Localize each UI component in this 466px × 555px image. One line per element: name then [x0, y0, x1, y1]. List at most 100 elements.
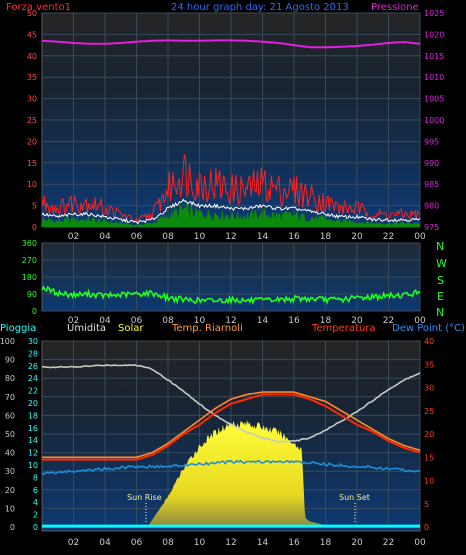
- temperature-tick-label: 10: [424, 477, 434, 486]
- pressure-tick-label: 995: [424, 137, 439, 146]
- x-tick-label: 18: [320, 538, 332, 548]
- rain-tick-label: 60: [5, 411, 15, 420]
- x-tick-label: 10: [194, 232, 206, 242]
- wind-tick-label: 5: [32, 202, 37, 211]
- legend-solar: Solar: [118, 323, 144, 334]
- rain-tick-label: 30: [5, 467, 15, 476]
- compass-n-bottom: N: [436, 306, 444, 319]
- humidity-tick-label: 18: [28, 411, 38, 420]
- x-tick-label: 12: [225, 232, 236, 242]
- direction-tick-label: 0: [32, 307, 37, 316]
- wind-tick-label: 10: [27, 180, 37, 189]
- temperature-tick-label: 30: [424, 384, 434, 393]
- wind-tick-label: 45: [27, 30, 37, 39]
- pressure-tick-label: 1000: [424, 116, 444, 125]
- x-tick-label: 02: [68, 316, 79, 326]
- direction-tick-label: 270: [22, 256, 37, 265]
- humidity-tick-label: 2: [33, 511, 38, 520]
- x-tick-label: 12: [225, 538, 236, 548]
- wind-tick-label: 40: [27, 52, 37, 61]
- humidity-tick-label: 14: [28, 436, 38, 445]
- pressure-tick-label: 1020: [424, 30, 444, 39]
- x-tick-label: 22: [383, 316, 394, 326]
- x-tick-label: 22: [383, 538, 394, 548]
- sun-rise-label: Sun Rise: [127, 493, 162, 502]
- humidity-tick-label: 28: [28, 349, 38, 358]
- x-tick-label: 20: [351, 538, 363, 548]
- wind-gust-line: [41, 154, 420, 223]
- x-tick-label: 08: [162, 538, 174, 548]
- rain-tick-label: 100: [0, 337, 15, 346]
- temperature-tick-label: 40: [424, 337, 434, 346]
- pressure-tick-label: 980: [424, 202, 439, 211]
- x-tick-label: 00: [414, 232, 426, 242]
- x-tick-label: 04: [99, 316, 111, 326]
- temperature-tick-label: 0: [424, 523, 429, 532]
- x-tick-label: 00: [414, 316, 426, 326]
- x-tick-label: 06: [131, 538, 143, 548]
- wind-tick-label: 0: [32, 223, 37, 232]
- x-tick-label: 08: [162, 316, 174, 326]
- x-tick-label: 06: [131, 316, 143, 326]
- wind-axes: 0510152025303540455097598098599099510001…: [27, 9, 445, 242]
- rain-tick-label: 40: [5, 449, 15, 458]
- x-tick-label: 02: [68, 538, 79, 548]
- x-tick-label: 18: [320, 316, 332, 326]
- legend-temperature: Temperatura: [311, 323, 376, 334]
- temperature-tick-label: 5: [424, 500, 429, 509]
- rain-tick-label: 10: [5, 504, 15, 513]
- x-tick-label: 04: [99, 232, 111, 242]
- pressure-tick-label: 990: [424, 159, 439, 168]
- wind-tick-label: 15: [27, 159, 37, 168]
- pressure-tick-label: 1025: [424, 9, 444, 18]
- direction-tick-label: 180: [22, 273, 37, 282]
- temp-other-line: [42, 391, 421, 459]
- x-tick-label: 10: [194, 538, 206, 548]
- dewpoint-line: [41, 459, 421, 476]
- rain-tick-label: 80: [5, 374, 15, 383]
- temperature-tick-label: 25: [424, 407, 434, 416]
- compass-e: E: [437, 290, 444, 303]
- pressure-series: [41, 39, 421, 49]
- humidity-tick-label: 16: [28, 424, 38, 433]
- rain-tick-label: 90: [5, 356, 15, 365]
- sun-set-label: Sun Set: [339, 493, 370, 502]
- rain-tick-label: 0: [10, 523, 15, 532]
- pressure-tick-label: 1010: [424, 73, 444, 82]
- x-tick-label: 14: [257, 232, 269, 242]
- wind-avg-line: [41, 198, 421, 225]
- direction-axes: 0 90 180 270 360 02 04 06 08 10 12 14 16 18 20 22 00: [22, 239, 426, 326]
- x-tick-label: 12: [225, 316, 236, 326]
- pressure-line: [41, 39, 421, 49]
- x-tick-label: 22: [383, 232, 394, 242]
- x-tick-label: 16: [288, 232, 300, 242]
- temperature-tick-label: 35: [424, 360, 434, 369]
- x-tick-label: 14: [257, 538, 269, 548]
- rain-tick-label: 50: [5, 430, 15, 439]
- direction-series: [41, 285, 421, 306]
- x-tick-label: 20: [351, 232, 363, 242]
- temperature-tick-label: 15: [424, 453, 434, 462]
- humidity-tick-label: 0: [33, 523, 38, 532]
- x-tick-label: 20: [351, 316, 363, 326]
- humidity-tick-label: 30: [28, 337, 38, 346]
- humidity-tick-label: 4: [33, 498, 38, 507]
- direction-tick-label: 90: [27, 290, 37, 299]
- x-tick-label: 16: [288, 316, 300, 326]
- pressure-tick-label: 975: [424, 223, 439, 232]
- x-tick-label: 04: [99, 538, 111, 548]
- wind-tick-label: 30: [27, 95, 37, 104]
- compass-s: S: [437, 274, 444, 287]
- x-tick-label: 18: [320, 232, 332, 242]
- pressure-tick-label: 1005: [424, 95, 444, 104]
- compass-w: W: [436, 257, 447, 270]
- wind-series: [41, 154, 421, 227]
- wind-axis-title: Forza vento1: [6, 2, 71, 13]
- x-tick-label: 00: [414, 538, 426, 548]
- legend-dewpoint: Dew Point (°C): [392, 323, 465, 334]
- humidity-tick-label: 26: [28, 362, 38, 371]
- humidity-tick-label: 12: [28, 449, 38, 458]
- x-tick-label: 16: [288, 538, 300, 548]
- temperature-tick-label: 20: [424, 430, 434, 439]
